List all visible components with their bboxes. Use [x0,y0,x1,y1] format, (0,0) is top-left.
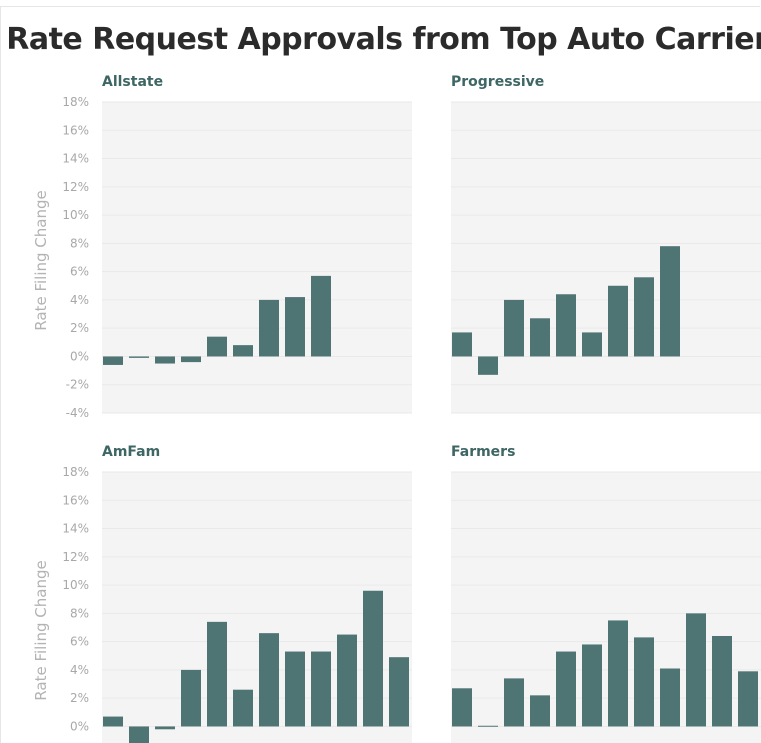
farmers-bar [686,613,706,727]
amfam-bar [207,621,227,727]
farmers-bar [712,635,732,727]
farmers-bar [452,688,472,727]
allstate-bar [103,356,123,365]
amfam-bar [155,726,175,730]
allstate-ytick-label: -2% [66,378,89,392]
amfam-ytick-label: 12% [62,550,89,564]
allstate-panel-title: Allstate [102,74,163,90]
amfam-bar [233,689,253,727]
allstate-ytick-label: 0% [70,349,89,363]
farmers-bar [504,678,524,727]
amfam-ytick-label: 18% [62,465,89,479]
amfam-bar [285,651,305,727]
farmers-bar [738,671,758,727]
allstate-ytick-label: 4% [70,293,89,307]
amfam-bar [129,726,149,743]
amfam-ytick-label: 8% [70,606,89,620]
allstate-plot-background [102,102,412,413]
progressive-bar [634,277,654,357]
farmers-bar [608,620,628,727]
allstate-y-axis-label: Rate Filing Change [32,190,50,330]
amfam-bar [103,716,123,727]
farmers-bar [478,725,498,727]
amfam-ytick-label: 10% [62,578,89,592]
progressive-panel-title: Progressive [451,74,544,90]
allstate-ytick-label: 16% [62,123,89,137]
allstate-bar [155,356,175,364]
amfam-panel-title: AmFam [102,444,160,460]
progressive-bar [556,294,576,357]
progressive-bar [478,356,498,375]
amfam-bar [363,590,383,727]
allstate-bar [259,299,279,357]
amfam-ytick-label: 16% [62,493,89,507]
allstate-ytick-label: 2% [70,321,89,335]
farmers-bar [582,644,602,727]
amfam-ytick-label: 14% [62,522,89,536]
allstate-bar [129,356,149,358]
progressive-plot-background [451,102,761,413]
farmers-bar [660,668,680,727]
allstate-bar [311,275,331,357]
amfam-bar [259,633,279,727]
allstate-bar [181,356,201,363]
allstate-ytick-label: 6% [70,265,89,279]
amfam-ytick-label: 6% [70,635,89,649]
farmers-bar [634,637,654,727]
amfam-ytick-label: 0% [70,719,89,733]
amfam-bar [311,651,331,727]
amfam-y-axis-label: Rate Filing Change [32,560,50,700]
allstate-ytick-label: 12% [62,180,89,194]
progressive-bar [530,318,550,357]
allstate-bar [207,336,227,357]
allstate-bar [285,297,305,357]
allstate-ytick-label: 14% [62,152,89,166]
farmers-panel-title: Farmers [451,444,515,460]
chart-title: Rate Request Approvals from Top Auto Car… [6,22,761,57]
amfam-bar [389,657,409,727]
chart-frame [0,6,760,743]
amfam-bar [337,634,357,727]
progressive-bar [582,332,602,357]
allstate-ytick-label: -4% [66,406,89,420]
amfam-ytick-label: 4% [70,663,89,677]
allstate-bar [233,345,253,357]
amfam-ytick-label: 2% [70,691,89,705]
progressive-bar [504,299,524,357]
farmers-bar [556,651,576,727]
progressive-bar [660,246,680,357]
allstate-ytick-label: 8% [70,236,89,250]
allstate-ytick-label: 18% [62,95,89,109]
progressive-bar [608,285,628,357]
allstate-ytick-label: 10% [62,208,89,222]
amfam-bar [181,669,201,727]
progressive-bar [452,332,472,357]
farmers-bar [530,695,550,727]
